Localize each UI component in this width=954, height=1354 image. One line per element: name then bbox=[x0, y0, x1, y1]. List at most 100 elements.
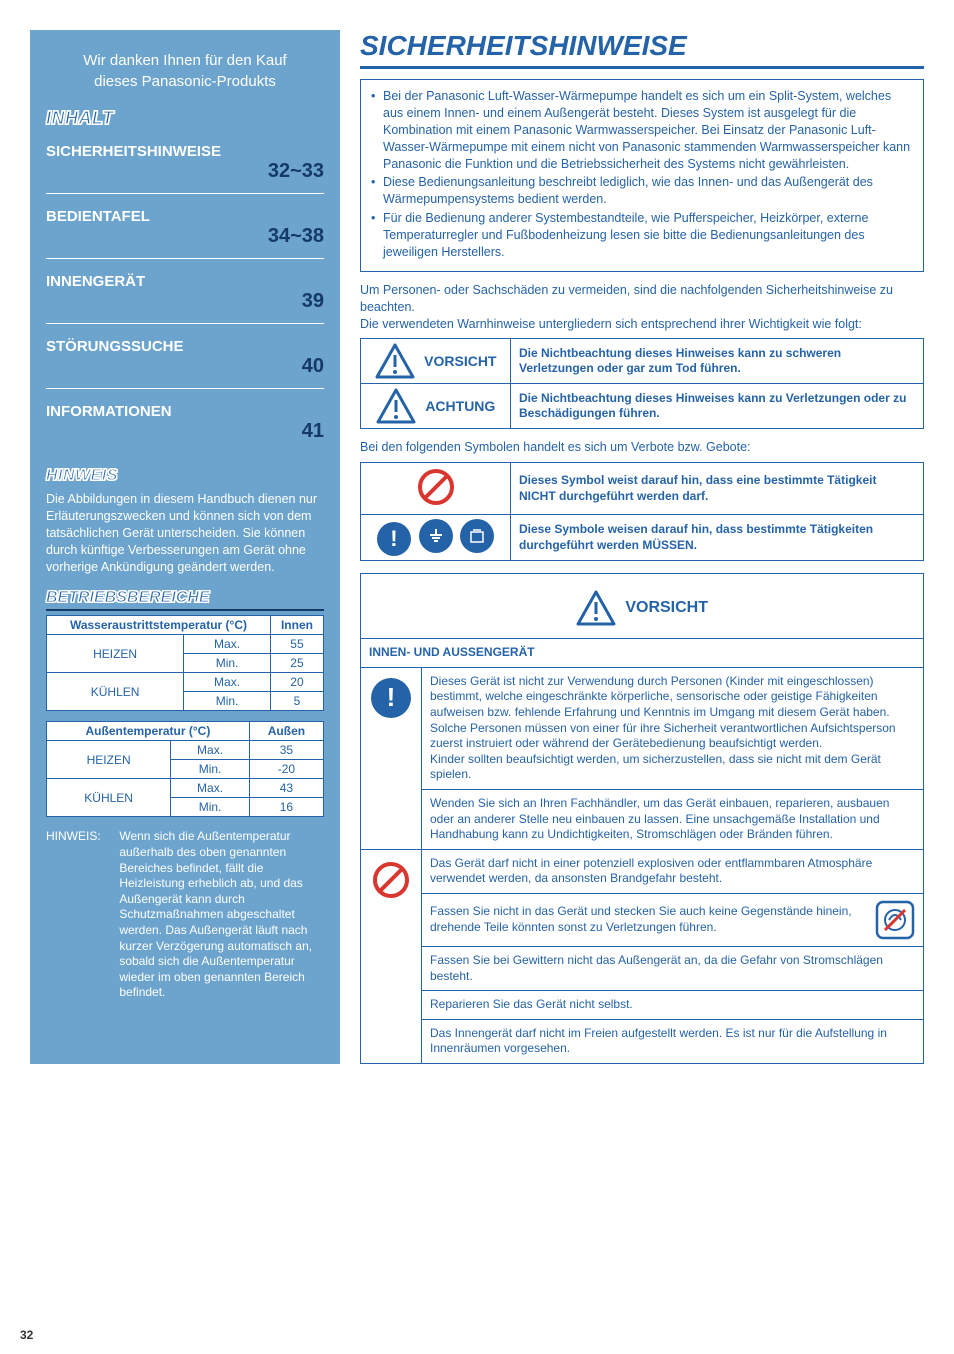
table-cell: 5 bbox=[270, 692, 323, 711]
vorsicht-header-cell: VORSICHT bbox=[361, 574, 924, 639]
toc-page: 41 bbox=[46, 420, 324, 443]
no-hands-icon bbox=[875, 900, 915, 940]
hinweis-text: Die Abbildungen in diesem Handbuch diene… bbox=[46, 491, 324, 575]
thanks-text: Wir danken Ihnen für den Kauf dieses Pan… bbox=[46, 50, 324, 92]
safety-text-inner: Fassen Sie nicht in das Gerät und stecke… bbox=[430, 904, 867, 935]
thanks-line2: dieses Panasonic-Produkts bbox=[94, 73, 276, 90]
safety-text: Das Innengerät darf nicht im Freien aufg… bbox=[422, 1019, 924, 1063]
warn-desc: Die Nichtbeachtung dieses Hinweises kann… bbox=[511, 384, 924, 429]
note-block: HINWEIS: Wenn sich die Außentemperatur a… bbox=[46, 829, 324, 1001]
table-header: Außen bbox=[249, 722, 323, 741]
safety-icon-cell bbox=[361, 849, 422, 1063]
table-cell: Min. bbox=[171, 760, 250, 779]
safety-text: Fassen Sie nicht in das Gerät und stecke… bbox=[422, 893, 924, 946]
toc-page: 32~33 bbox=[46, 160, 324, 183]
hinweis-box: HINWEIS Die Abbildungen in diesem Handbu… bbox=[46, 467, 324, 575]
sidebar: Wir danken Ihnen für den Kauf dieses Pan… bbox=[30, 30, 340, 1064]
mandatory-exclaim-icon: ! bbox=[377, 522, 411, 556]
safety-text: Dieses Gerät ist nicht zur Verwendung du… bbox=[422, 667, 924, 789]
vorsicht-label: VORSICHT bbox=[625, 598, 708, 619]
table-cell: Min. bbox=[171, 798, 250, 817]
toc-page: 34~38 bbox=[46, 225, 324, 248]
safety-text: Wenden Sie sich an Ihren Fachhändler, um… bbox=[422, 790, 924, 850]
table-cell: KÜHLEN bbox=[47, 673, 184, 711]
intro-paragraph: Um Personen- oder Sachschäden zu vermeid… bbox=[360, 282, 924, 333]
table-cell: 20 bbox=[270, 673, 323, 692]
page-number: 32 bbox=[20, 1328, 33, 1342]
table-cell: Max. bbox=[184, 635, 271, 654]
toc-page: 40 bbox=[46, 355, 324, 378]
warn-icon-cell: ACHTUNG bbox=[361, 384, 511, 429]
table-cell: 43 bbox=[249, 779, 323, 798]
water-temp-table: Wasseraustrittstemperatur (°C) Innen HEI… bbox=[46, 615, 324, 711]
warning-definitions-table: VORSICHT Die Nichtbeachtung dieses Hinwe… bbox=[360, 338, 924, 429]
symbol-desc: Diese Symbole weisen darauf hin, dass be… bbox=[511, 515, 924, 561]
warn-desc: Die Nichtbeachtung dieses Hinweises kann… bbox=[511, 339, 924, 384]
table-cell: HEIZEN bbox=[47, 635, 184, 673]
warning-triangle-icon bbox=[576, 590, 616, 626]
symbol-definitions-table: Dieses Symbol weist darauf hin, dass ein… bbox=[360, 462, 924, 561]
intro-bullet-text: Für die Bedienung anderer Systembestandt… bbox=[383, 211, 868, 259]
table-cell: 25 bbox=[270, 654, 323, 673]
safety-text: Das Gerät darf nicht in einer potenziell… bbox=[422, 849, 924, 893]
table-cell: Min. bbox=[184, 654, 271, 673]
toc-title: INNENGERÄT bbox=[46, 273, 324, 290]
symbol-icon-cell: ! bbox=[361, 515, 511, 561]
safety-icon-cell: ! bbox=[361, 667, 422, 849]
betriebsbereiche-heading: BETRIEBSBEREICHE bbox=[46, 589, 324, 611]
symbol-icon-cell bbox=[361, 463, 511, 515]
toc-item: BEDIENTAFEL 34~38 bbox=[46, 194, 324, 259]
warn-label: ACHTUNG bbox=[425, 398, 495, 414]
prohibit-icon bbox=[371, 860, 411, 900]
toc-page: 39 bbox=[46, 290, 324, 313]
hinweis-heading: HINWEIS bbox=[46, 467, 324, 485]
table-cell: 35 bbox=[249, 741, 323, 760]
toc-title: SICHERHEITSHINWEISE bbox=[46, 143, 324, 160]
intro-bullet: Diese Bedienungsanleitung beschreibt led… bbox=[371, 174, 913, 208]
table-cell: Min. bbox=[184, 692, 271, 711]
innen-aussen-heading: INNEN- UND AUSSENGERÄT bbox=[361, 639, 924, 668]
page-title: SICHERHEITSHINWEISE bbox=[360, 30, 924, 69]
intro-bullet: Für die Bedienung anderer Systembestandt… bbox=[371, 210, 913, 261]
symbol-desc: Dieses Symbol weist darauf hin, dass ein… bbox=[511, 463, 924, 515]
intro-box: Bei der Panasonic Luft-Wasser-Wärmepumpe… bbox=[360, 79, 924, 272]
symbol-intro: Bei den folgenden Symbolen handelt es si… bbox=[360, 439, 924, 456]
safety-text: Fassen Sie bei Gewittern nicht das Außen… bbox=[422, 946, 924, 990]
table-header: Innen bbox=[270, 616, 323, 635]
toc-item: STÖRUNGSSUCHE 40 bbox=[46, 324, 324, 389]
table-cell: Max. bbox=[171, 779, 250, 798]
table-cell: -20 bbox=[249, 760, 323, 779]
safety-text: Reparieren Sie das Gerät nicht selbst. bbox=[422, 991, 924, 1020]
caution-triangle-icon bbox=[376, 388, 416, 424]
table-cell: HEIZEN bbox=[47, 741, 171, 779]
toc-title: INFORMATIONEN bbox=[46, 403, 324, 420]
prohibit-icon bbox=[416, 467, 456, 507]
intro-bullet-text: Diese Bedienungsanleitung beschreibt led… bbox=[383, 175, 873, 206]
table-cell: KÜHLEN bbox=[47, 779, 171, 817]
thanks-line1: Wir danken Ihnen für den Kauf bbox=[83, 52, 286, 69]
toc-item: INFORMATIONEN 41 bbox=[46, 389, 324, 453]
toc-title: BEDIENTAFEL bbox=[46, 208, 324, 225]
table-cell: Max. bbox=[171, 741, 250, 760]
note-label: HINWEIS: bbox=[46, 829, 116, 845]
inhalt-heading: INHALT bbox=[46, 108, 324, 129]
table-header: Außentemperatur (°C) bbox=[47, 722, 250, 741]
safety-table: VORSICHT INNEN- UND AUSSENGERÄT ! Dieses… bbox=[360, 573, 924, 1064]
table-cell: Max. bbox=[184, 673, 271, 692]
main-content: SICHERHEITSHINWEISE Bei der Panasonic Lu… bbox=[360, 30, 924, 1064]
table-cell: 16 bbox=[249, 798, 323, 817]
mandatory-ground-icon bbox=[419, 519, 453, 553]
warn-icon-cell: VORSICHT bbox=[361, 339, 511, 384]
table-cell: 55 bbox=[270, 635, 323, 654]
mandatory-exclaim-icon: ! bbox=[371, 678, 411, 718]
warn-label: VORSICHT bbox=[424, 353, 496, 369]
mandatory-action-icon bbox=[460, 519, 494, 553]
toc-item: INNENGERÄT 39 bbox=[46, 259, 324, 324]
warning-triangle-icon bbox=[375, 343, 415, 379]
intro-bullet: Bei der Panasonic Luft-Wasser-Wärmepumpe… bbox=[371, 88, 913, 172]
toc-item: SICHERHEITSHINWEISE 32~33 bbox=[46, 129, 324, 194]
note-text: Wenn sich die Außentemperatur außerhalb … bbox=[119, 829, 319, 1001]
intro-bullet-text: Bei der Panasonic Luft-Wasser-Wärmepumpe… bbox=[383, 89, 910, 171]
table-header: Wasseraustrittstemperatur (°C) bbox=[47, 616, 271, 635]
toc-title: STÖRUNGSSUCHE bbox=[46, 338, 324, 355]
